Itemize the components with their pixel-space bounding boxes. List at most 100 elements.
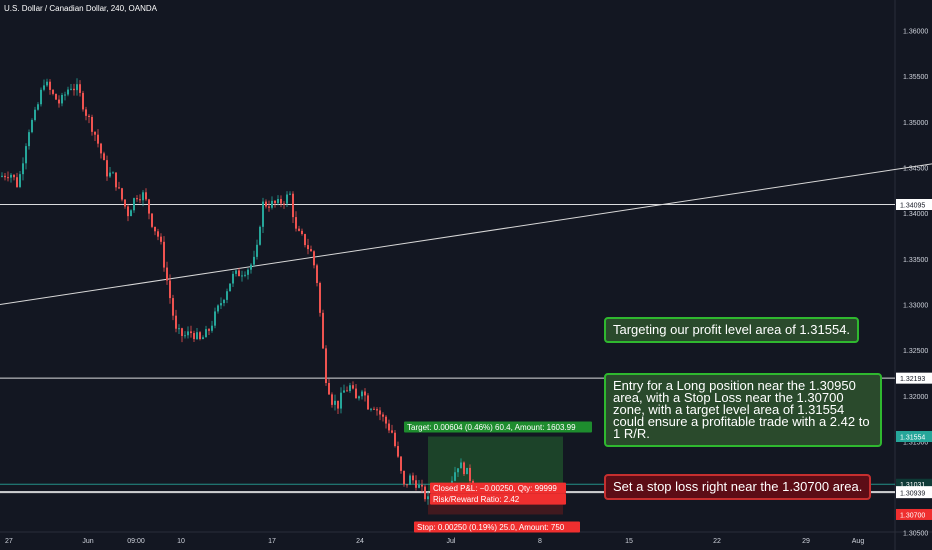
y-tick-label: 1.34000	[903, 211, 928, 218]
x-tick-label: Jul	[447, 538, 456, 545]
candle-body	[331, 394, 333, 405]
candle-body	[154, 226, 156, 232]
candle-body	[406, 484, 408, 486]
candle-body	[1, 175, 3, 177]
target-label: Target: 0.00604 (0.46%) 60.4, Amount: 16…	[407, 423, 576, 432]
x-tick-label: 29	[802, 538, 810, 545]
candle-body	[151, 213, 153, 227]
y-tick-label: 1.30500	[903, 531, 928, 538]
trendline[interactable]	[0, 163, 932, 305]
candle-body	[214, 311, 216, 326]
candle-body	[34, 109, 36, 120]
candle-body	[403, 470, 405, 485]
candle-body	[139, 199, 141, 201]
candle-body	[355, 388, 357, 399]
candle-body	[76, 84, 78, 91]
candle-body	[157, 231, 159, 237]
candle-body	[256, 244, 258, 257]
note-target[interactable]: Targeting our profit level area of 1.315…	[604, 317, 860, 343]
pnl-label-bg	[430, 482, 566, 494]
candle-body	[286, 194, 288, 204]
candle-body	[244, 274, 246, 276]
candle-body	[40, 89, 42, 105]
candle-body	[415, 480, 417, 488]
candle-body	[328, 382, 330, 395]
target-label-bg	[404, 421, 592, 433]
y-tick-label: 1.32000	[903, 394, 928, 401]
candle-body	[49, 81, 51, 90]
candle-body	[298, 228, 300, 231]
price-level-label-bg	[896, 199, 932, 210]
candle-body	[223, 299, 225, 304]
candle-body	[220, 303, 222, 306]
candle-body	[16, 177, 18, 187]
candle-body	[394, 432, 396, 447]
candle-body	[22, 163, 24, 175]
candle-body	[127, 206, 129, 217]
candle-body	[241, 275, 243, 277]
candle-body	[67, 89, 69, 95]
candle-body	[391, 430, 393, 433]
candle-body	[295, 217, 297, 229]
candle-body	[196, 332, 198, 340]
candle-body	[334, 400, 336, 405]
candle-body	[352, 385, 354, 389]
candle-body	[457, 468, 459, 473]
x-tick-label: 15	[625, 538, 633, 545]
candle-body	[466, 467, 468, 475]
note-entry[interactable]: Entry for a Long position near the 1.309…	[604, 373, 882, 447]
note-stop[interactable]: Set a stop loss right near the 1.30700 a…	[604, 474, 872, 500]
candle-body	[211, 325, 213, 331]
candle-body	[463, 462, 465, 475]
candle-body	[460, 462, 462, 469]
candle-body	[112, 172, 114, 174]
candle-body	[349, 385, 351, 392]
candle-body	[172, 298, 174, 316]
candle-body	[388, 423, 390, 431]
candle-body	[259, 226, 261, 245]
candle-body	[19, 174, 21, 187]
y-tick-label: 1.34500	[903, 166, 928, 173]
x-tick-label: 24	[356, 538, 364, 545]
candle-body	[292, 193, 294, 218]
candle-body	[268, 206, 270, 208]
x-tick-label: 8	[538, 538, 542, 545]
candle-body	[412, 475, 414, 481]
candle-body	[94, 131, 96, 135]
candle-body	[385, 416, 387, 424]
candle-body	[322, 312, 324, 349]
y-tick-label: 1.35000	[903, 120, 928, 127]
candle-body	[121, 188, 123, 200]
y-tick-label: 1.31500	[903, 439, 928, 446]
candle-body	[181, 328, 183, 336]
chart-title: U.S. Dollar / Canadian Dollar, 240, OAND…	[4, 4, 157, 13]
candle-body	[370, 408, 372, 410]
candle-body	[271, 200, 273, 208]
candle-body	[79, 84, 81, 93]
candle-body	[163, 241, 165, 268]
candle-body	[454, 472, 456, 481]
price-tag-label: 1.30700	[900, 512, 925, 519]
candle-body	[31, 119, 33, 133]
candle-body	[184, 335, 186, 337]
price-level-label-bg	[896, 372, 932, 384]
candle-body	[64, 94, 66, 96]
candle-body	[199, 332, 201, 340]
y-tick-label: 1.33000	[903, 302, 928, 309]
candle-body	[142, 192, 144, 201]
candle-body	[397, 446, 399, 457]
candle-body	[7, 177, 9, 179]
candle-body	[160, 236, 162, 242]
candle-body	[178, 328, 180, 330]
candle-body	[247, 269, 249, 275]
candle-body	[346, 390, 348, 392]
candle-body	[250, 264, 252, 270]
x-tick-label: 27	[5, 538, 13, 545]
candle-body	[283, 203, 285, 205]
candle-body	[469, 467, 471, 481]
candle-body	[25, 146, 27, 164]
candle-body	[361, 391, 363, 397]
candle-body	[73, 88, 75, 91]
candle-body	[46, 81, 48, 86]
